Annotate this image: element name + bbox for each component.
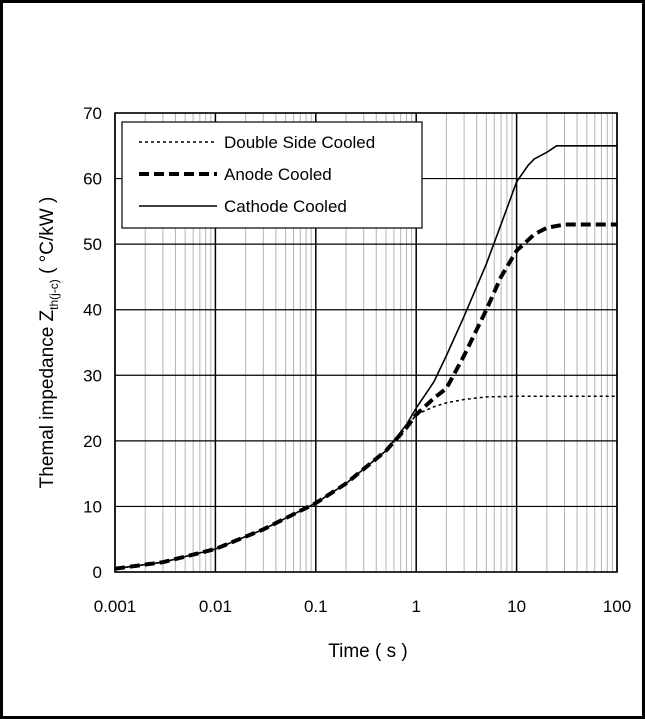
x-tick-label: 1 bbox=[411, 597, 420, 616]
x-tick-label: 0.1 bbox=[304, 597, 328, 616]
x-tick-label: 0.01 bbox=[199, 597, 232, 616]
y-tick-label: 10 bbox=[83, 497, 102, 516]
y-tick-label: 20 bbox=[83, 432, 102, 451]
legend-label: Double Side Cooled bbox=[224, 133, 375, 152]
y-axis-title: Themal impedance Zth(j-c) ( °C/kW ) bbox=[37, 197, 61, 489]
y-tick-label: 50 bbox=[83, 235, 102, 254]
y-tick-label: 40 bbox=[83, 301, 102, 320]
series-line-cathode-cooled bbox=[114, 145, 617, 570]
plot-area-border bbox=[114, 112, 618, 573]
x-tick-label: 0.001 bbox=[94, 597, 137, 616]
series-line-double-side-cooled bbox=[114, 395, 617, 570]
series-layer bbox=[114, 145, 617, 571]
x-tick-label: 100 bbox=[603, 597, 631, 616]
x-axis-ticks: 0.001 0.01 0.1 1 10 100 bbox=[94, 597, 631, 616]
legend: Double Side Cooled Anode Cooled Cathode Co… bbox=[121, 121, 423, 229]
y-tick-label: 70 bbox=[83, 104, 102, 123]
y-tick-label: 60 bbox=[83, 170, 102, 189]
y-tick-label: 0 bbox=[93, 563, 102, 582]
legend-label: Cathode Cooled bbox=[224, 197, 347, 216]
x-tick-label: 10 bbox=[507, 597, 526, 616]
series-line-anode-cooled bbox=[114, 222, 617, 571]
y-tick-label: 30 bbox=[83, 366, 102, 385]
x-axis-title: Time ( s ) bbox=[328, 641, 408, 662]
y-axis-ticks: 0 10 20 30 40 50 60 70 bbox=[83, 104, 102, 582]
legend-label: Anode Cooled bbox=[224, 165, 332, 184]
